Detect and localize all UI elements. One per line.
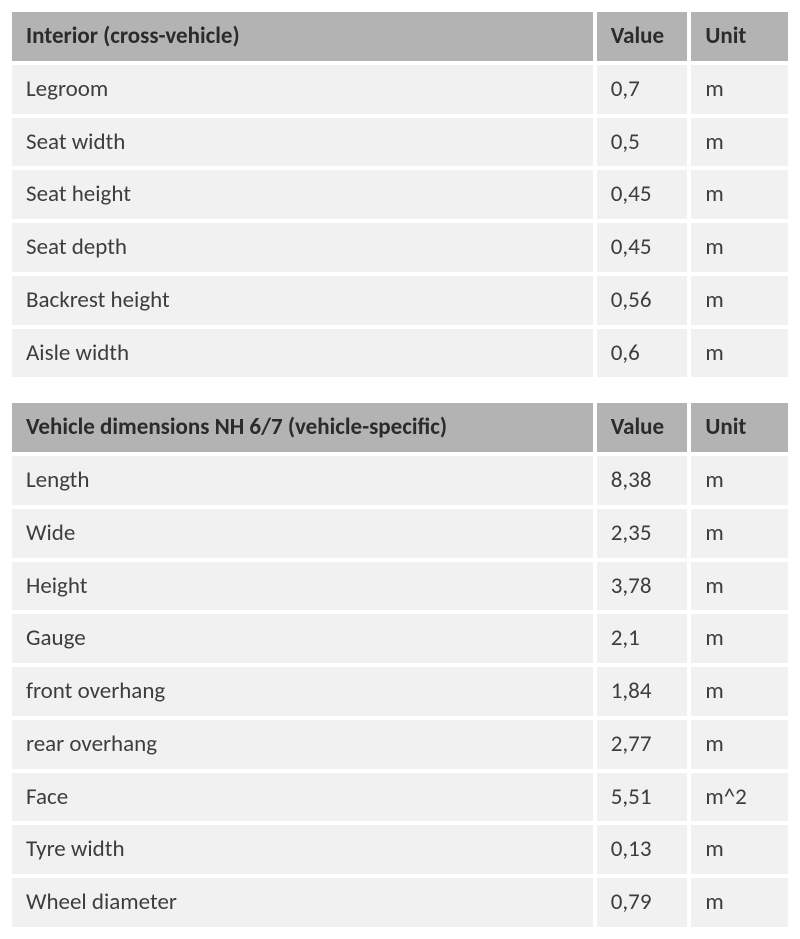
- cell-unit: m: [691, 667, 788, 716]
- table-row: front overhang 1,84 m: [12, 667, 788, 716]
- cell-value: 0,7: [597, 65, 688, 114]
- cell-value: 2,1: [597, 614, 688, 663]
- table-row: Aisle width 0,6 m: [12, 329, 788, 378]
- cell-value: 1,84: [597, 667, 688, 716]
- table-interior: Interior (cross-vehicle) Value Unit Legr…: [8, 8, 792, 381]
- cell-name: Wheel diameter: [12, 878, 593, 927]
- col-header-unit: Unit: [691, 12, 788, 61]
- col-header-name: Vehicle dimensions NH 6/7 (vehicle-speci…: [12, 403, 593, 452]
- table-row: Backrest height 0,56 m: [12, 276, 788, 325]
- cell-value: 5,51: [597, 773, 688, 822]
- cell-value: 2,35: [597, 509, 688, 558]
- cell-name: Wide: [12, 509, 593, 558]
- table-row: Length 8,38 m: [12, 456, 788, 505]
- col-header-value: Value: [597, 12, 688, 61]
- cell-unit: m: [691, 509, 788, 558]
- cell-unit: m: [691, 329, 788, 378]
- cell-value: 8,38: [597, 456, 688, 505]
- col-header-name: Interior (cross-vehicle): [12, 12, 593, 61]
- table-row: rear overhang 2,77 m: [12, 720, 788, 769]
- cell-name: Gauge: [12, 614, 593, 663]
- cell-value: 0,45: [597, 170, 688, 219]
- cell-unit: m: [691, 223, 788, 272]
- table-row: Seat height 0,45 m: [12, 170, 788, 219]
- cell-unit: m: [691, 825, 788, 874]
- cell-name: Length: [12, 456, 593, 505]
- cell-name: Seat height: [12, 170, 593, 219]
- cell-name: Seat width: [12, 118, 593, 167]
- cell-name: Tyre width: [12, 825, 593, 874]
- cell-value: 3,78: [597, 562, 688, 611]
- table-header-row: Vehicle dimensions NH 6/7 (vehicle-speci…: [12, 403, 788, 452]
- cell-name: Seat depth: [12, 223, 593, 272]
- cell-name: front overhang: [12, 667, 593, 716]
- table-vehicle-dims: Vehicle dimensions NH 6/7 (vehicle-speci…: [8, 399, 792, 931]
- cell-unit: m: [691, 276, 788, 325]
- table-header-row: Interior (cross-vehicle) Value Unit: [12, 12, 788, 61]
- cell-unit: m: [691, 456, 788, 505]
- cell-value: 0,5: [597, 118, 688, 167]
- cell-name: Face: [12, 773, 593, 822]
- table-row: Seat width 0,5 m: [12, 118, 788, 167]
- cell-value: 0,13: [597, 825, 688, 874]
- table-row: Gauge 2,1 m: [12, 614, 788, 663]
- table-row: Seat depth 0,45 m: [12, 223, 788, 272]
- cell-unit: m: [691, 720, 788, 769]
- cell-name: Legroom: [12, 65, 593, 114]
- cell-value: 2,77: [597, 720, 688, 769]
- cell-unit: m: [691, 562, 788, 611]
- cell-name: Aisle width: [12, 329, 593, 378]
- table-row: Legroom 0,7 m: [12, 65, 788, 114]
- cell-unit: m: [691, 878, 788, 927]
- cell-value: 0,45: [597, 223, 688, 272]
- col-header-value: Value: [597, 403, 688, 452]
- cell-unit: m: [691, 65, 788, 114]
- table-row: Wide 2,35 m: [12, 509, 788, 558]
- cell-value: 0,56: [597, 276, 688, 325]
- cell-value: 0,6: [597, 329, 688, 378]
- cell-unit: m: [691, 170, 788, 219]
- col-header-unit: Unit: [691, 403, 788, 452]
- cell-value: 0,79: [597, 878, 688, 927]
- table-row: Face 5,51 m^2: [12, 773, 788, 822]
- cell-name: Backrest height: [12, 276, 593, 325]
- cell-name: Height: [12, 562, 593, 611]
- table-row: Tyre width 0,13 m: [12, 825, 788, 874]
- cell-name: rear overhang: [12, 720, 593, 769]
- tables-container: Interior (cross-vehicle) Value Unit Legr…: [8, 8, 792, 931]
- cell-unit: m^2: [691, 773, 788, 822]
- cell-unit: m: [691, 118, 788, 167]
- table-row: Height 3,78 m: [12, 562, 788, 611]
- table-row: Wheel diameter 0,79 m: [12, 878, 788, 927]
- cell-unit: m: [691, 614, 788, 663]
